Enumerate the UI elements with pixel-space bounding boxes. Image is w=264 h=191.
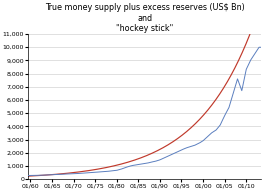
Title: True money supply plus excess reserves (US$ Bn)
and
"hockey stick": True money supply plus excess reserves (… [45,3,245,33]
